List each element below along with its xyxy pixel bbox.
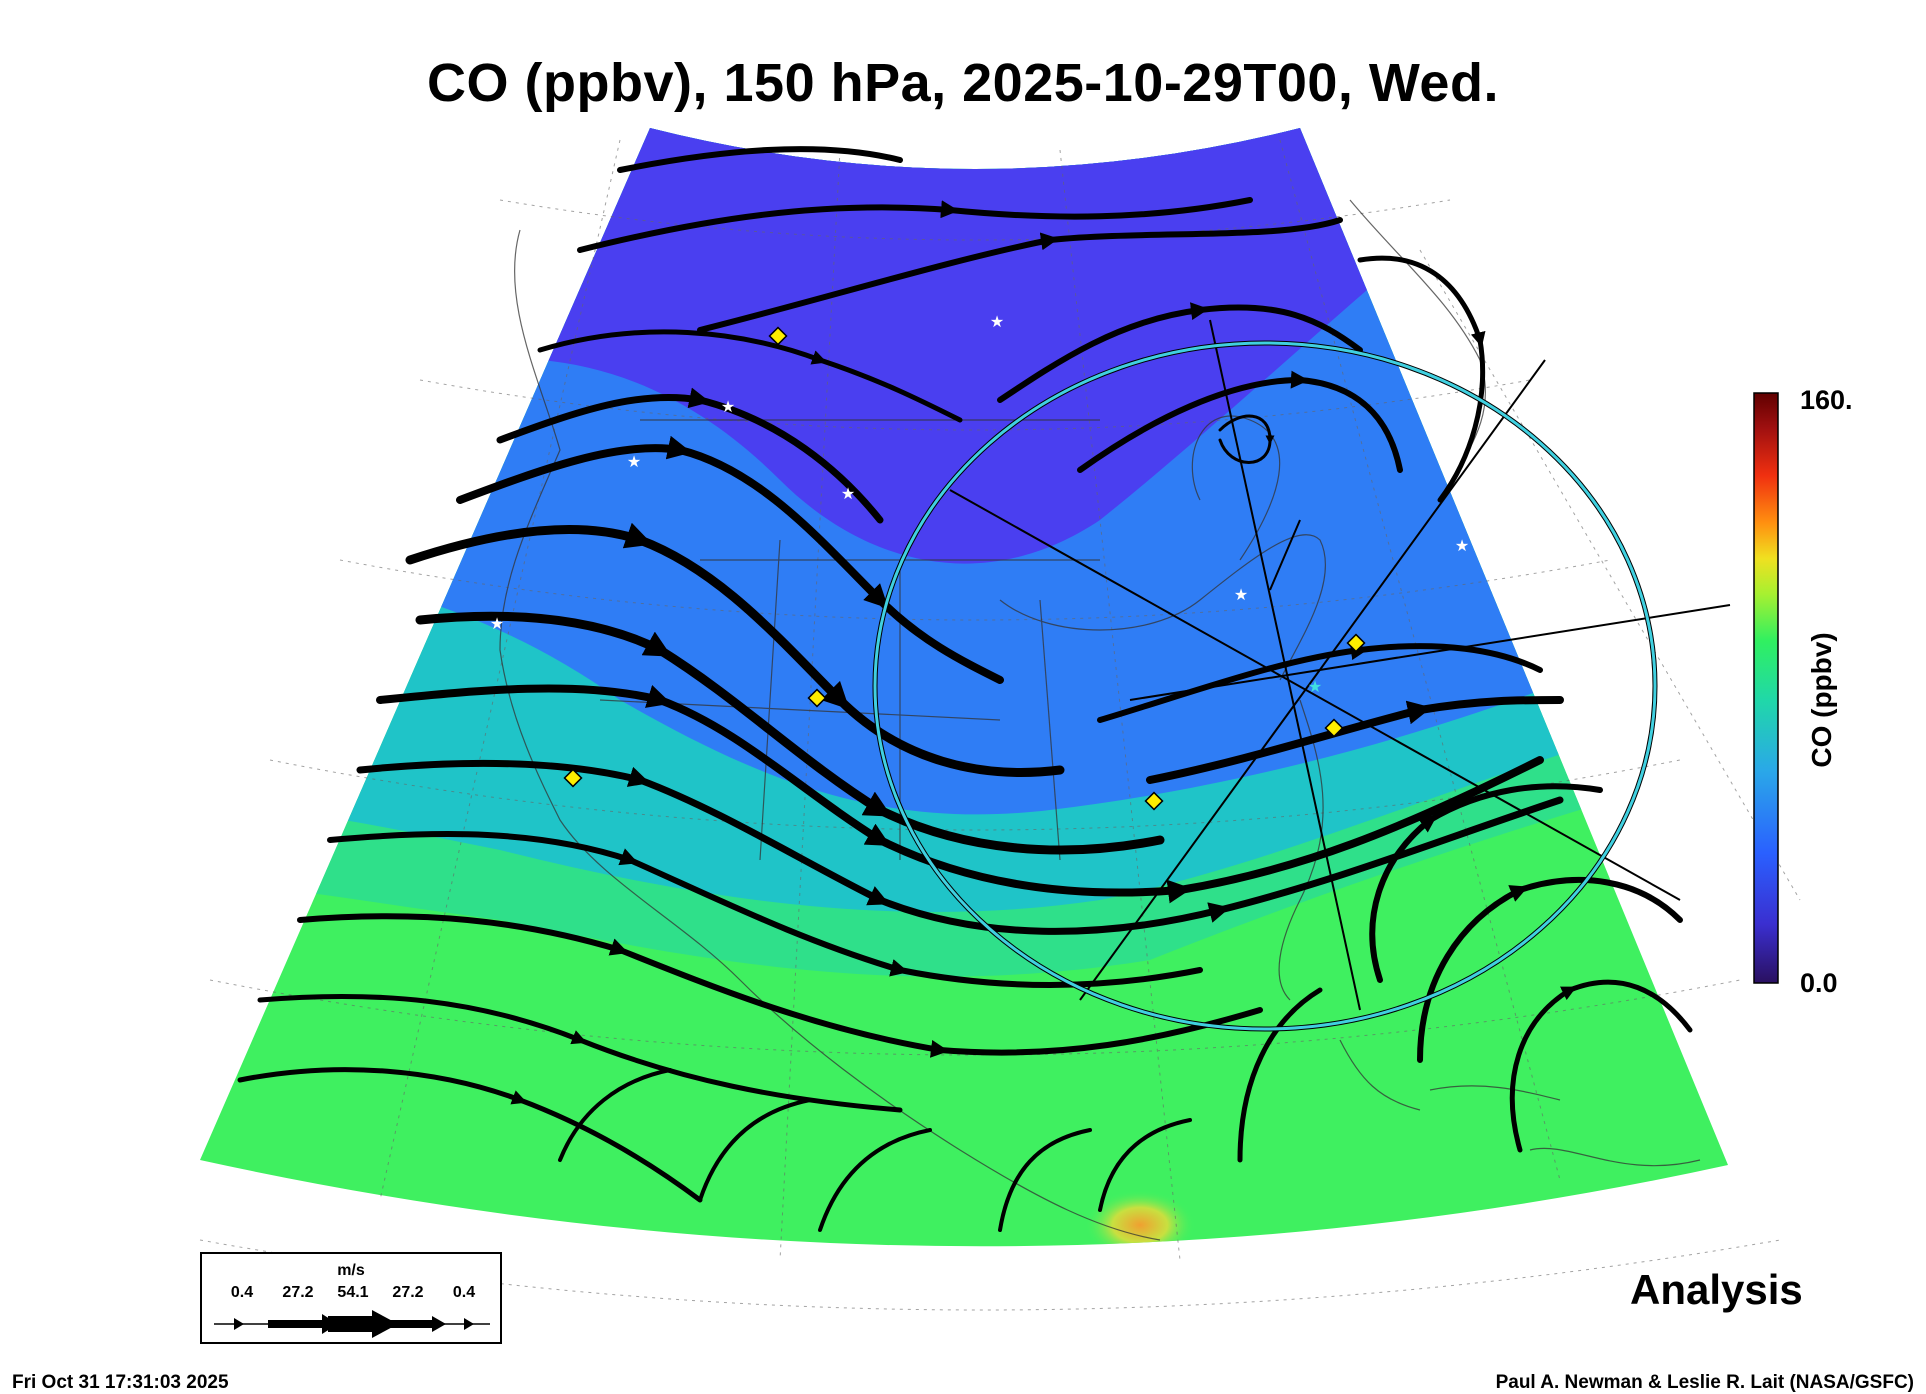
wind-legend-value: 0.4 [452, 1284, 476, 1301]
map-title: CO (ppbv), 150 hPa, 2025-10-29T00, Wed. [427, 53, 1499, 113]
wind-legend-unit: m/s [337, 1262, 365, 1279]
streamline [1146, 696, 1564, 784]
colorbar-min-label: 0.0 [1800, 968, 1838, 998]
streamline [1357, 255, 1486, 503]
streamline [327, 831, 1203, 988]
streamline [1417, 877, 1683, 1063]
diamond-marker [1324, 718, 1344, 738]
star-marker: ★ [627, 452, 641, 471]
co-field [200, 128, 1728, 1247]
diamond-marker [768, 326, 788, 346]
streamline [237, 1067, 703, 1203]
diamond-marker [807, 688, 827, 708]
colorbar-title: CO (ppbv) [1806, 632, 1837, 768]
star-marker: ★ [990, 312, 1004, 331]
star-marker: ★ [1455, 536, 1469, 555]
flight-leg [1209, 319, 1361, 1011]
star-marker: ★ [721, 397, 735, 416]
star-marker: ★ [1234, 585, 1248, 604]
star-marker: ★ [1308, 677, 1322, 696]
diamond-marker [563, 768, 583, 788]
diamond-marker [1346, 633, 1366, 653]
streamline [818, 1128, 932, 1232]
streamline [297, 913, 1263, 1058]
wind-legend: m/s 0.4 27.2 54.1 27.2 0.4 [200, 1252, 502, 1344]
streamline [257, 993, 903, 1113]
flight-leg [1129, 604, 1731, 701]
streamline [456, 435, 1004, 684]
colorbar-max-label: 160. [1800, 385, 1853, 415]
streamline [558, 1068, 672, 1162]
streamline [1077, 370, 1403, 473]
streamline [998, 1128, 1092, 1232]
wind-legend-value: 0.4 [230, 1284, 254, 1301]
wind-legend-value: 27.2 [392, 1284, 424, 1301]
timestamp: Fri Oct 31 17:31:03 2025 [12, 1372, 229, 1393]
wind-legend-value: 27.2 [282, 1284, 314, 1301]
streamline [617, 146, 903, 173]
flight-leg [949, 489, 1681, 901]
streamline [1509, 979, 1693, 1153]
star-marker: ★ [490, 614, 504, 633]
streamline [1218, 414, 1275, 464]
star-markers: ★ ★ ★ ★ ★ ★ ★ ★ [490, 312, 1469, 696]
analysis-label: Analysis [1630, 1266, 1803, 1313]
streamline [537, 329, 963, 423]
streamline [698, 1098, 812, 1202]
streamline [1098, 1118, 1192, 1212]
flight-track [949, 319, 1731, 1011]
flight-leg [1079, 359, 1546, 1001]
flight-leg [1269, 519, 1301, 591]
diamond-markers [563, 326, 1366, 811]
streamline [697, 217, 1343, 333]
star-marker: ★ [841, 484, 855, 503]
wind-legend-arrows [214, 1310, 490, 1338]
streamline [577, 197, 1253, 253]
colorbar [1753, 392, 1779, 984]
streamline [1369, 783, 1603, 983]
diamond-marker [1144, 791, 1164, 811]
streamline [1237, 987, 1323, 1163]
wind-legend-value: 54.1 [337, 1284, 369, 1301]
flight-range-circle-inner [873, 341, 1657, 1031]
streamline [1097, 642, 1543, 723]
streamlines [237, 146, 1693, 1232]
credit: Paul A. Newman & Leslie R. Lait (NASA/GS… [1495, 1372, 1914, 1393]
streamline [997, 302, 1363, 403]
